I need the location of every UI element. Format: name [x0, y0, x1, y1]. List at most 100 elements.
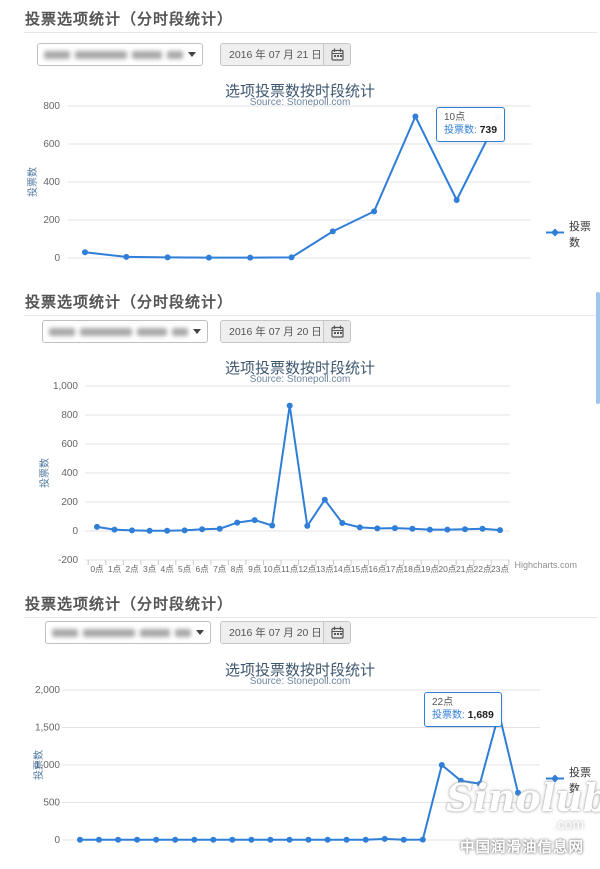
y-axis-label: 400 [61, 468, 78, 479]
date-value: 2016 年 07 月 20 日 [221, 321, 323, 342]
data-point[interactable] [444, 526, 451, 533]
data-point[interactable] [234, 519, 241, 526]
highcharts-credit[interactable]: Highcharts.com [514, 560, 577, 570]
data-point[interactable] [111, 526, 118, 533]
data-point[interactable] [229, 836, 236, 843]
data-point[interactable] [324, 836, 331, 843]
legend[interactable]: 投票数 [546, 764, 600, 796]
data-point[interactable] [248, 836, 255, 843]
data-point[interactable] [164, 254, 171, 261]
data-point[interactable] [391, 525, 398, 532]
calendar-icon[interactable] [323, 44, 350, 65]
data-point[interactable] [339, 520, 346, 526]
poll-option-select[interactable] [37, 43, 203, 66]
data-point[interactable] [412, 113, 419, 120]
data-point[interactable] [426, 526, 433, 533]
data-point[interactable] [288, 254, 295, 261]
y-axis-label: 0 [54, 253, 60, 264]
series-marker-icon [546, 228, 564, 240]
tooltip-series: 投票数: [444, 125, 477, 136]
legend[interactable]: 投票数 [546, 218, 600, 250]
data-point[interactable] [286, 836, 293, 843]
date-picker[interactable]: 2016 年 07 月 20 日 [220, 621, 351, 644]
chevron-down-icon [196, 630, 204, 635]
data-point[interactable] [210, 836, 217, 843]
calendar-icon[interactable] [323, 321, 350, 342]
x-axis-label: 18点 [403, 564, 421, 574]
data-point[interactable] [305, 836, 312, 843]
data-point[interactable] [134, 836, 141, 843]
y-axis-label: 200 [43, 215, 60, 226]
tooltip-header: 22点 [432, 697, 454, 708]
data-point[interactable] [381, 835, 388, 842]
x-axis-label: 12点 [298, 564, 316, 574]
data-point[interactable] [304, 522, 311, 529]
data-point[interactable] [356, 524, 363, 531]
data-point[interactable] [374, 525, 381, 532]
calendar-glyph [330, 626, 344, 639]
data-point[interactable] [515, 789, 521, 796]
data-point[interactable] [205, 254, 212, 261]
data-point[interactable] [199, 526, 206, 533]
tooltip: 10点 投票数: 739 [436, 107, 506, 142]
data-point[interactable] [269, 522, 276, 529]
data-point[interactable] [181, 527, 188, 534]
data-point[interactable] [251, 517, 258, 524]
data-point[interactable] [247, 254, 254, 261]
data-point[interactable] [164, 527, 171, 534]
data-point[interactable] [191, 836, 198, 843]
data-point[interactable] [267, 836, 274, 843]
data-point[interactable] [216, 525, 223, 532]
watermark-tld: .com [553, 816, 584, 832]
tooltip-value: 1,689 [467, 709, 494, 721]
data-point[interactable] [419, 836, 426, 843]
data-point[interactable] [123, 253, 130, 260]
tooltip-value: 739 [479, 124, 498, 136]
scrollbar-thumb[interactable] [596, 292, 600, 404]
data-point[interactable] [343, 836, 350, 843]
x-axis-label: 23点 [491, 564, 509, 574]
x-axis-label: 19点 [421, 564, 439, 574]
data-point[interactable] [96, 836, 102, 843]
data-point[interactable] [438, 762, 445, 768]
data-point[interactable] [286, 402, 293, 409]
y-axis-label: -200 [58, 555, 78, 566]
data-point[interactable] [371, 208, 378, 215]
date-value: 2016 年 07 月 21 日 [221, 44, 323, 65]
section-heading: 投票选项统计（分时段统计） [25, 596, 234, 613]
calendar-icon[interactable] [323, 622, 350, 643]
data-point[interactable] [82, 249, 88, 256]
data-point[interactable] [129, 527, 135, 534]
calendar-glyph [330, 325, 344, 338]
data-point[interactable] [172, 836, 179, 843]
date-picker[interactable]: 2016 年 07 月 20 日 [220, 320, 351, 343]
date-picker[interactable]: 2016 年 07 月 21 日 [220, 43, 351, 66]
y-axis-title: 投票数 [26, 167, 39, 197]
data-point[interactable] [400, 836, 407, 843]
data-point[interactable] [146, 527, 153, 534]
data-point[interactable] [115, 836, 122, 843]
data-point[interactable] [329, 228, 336, 235]
data-point[interactable] [479, 525, 486, 532]
data-point[interactable] [476, 780, 483, 787]
section-divider [24, 315, 597, 316]
data-point[interactable] [453, 197, 460, 203]
data-point[interactable] [153, 836, 160, 843]
data-point[interactable] [362, 836, 369, 843]
data-point[interactable] [409, 525, 416, 532]
poll-option-select[interactable] [42, 320, 208, 343]
x-axis-label: 7点 [213, 564, 227, 574]
data-point[interactable] [462, 526, 468, 533]
chevron-down-icon [188, 52, 196, 57]
data-point[interactable] [497, 527, 503, 534]
series-line [96, 404, 501, 532]
x-axis-label: 9点 [248, 564, 262, 574]
calendar-glyph [330, 48, 344, 61]
data-point[interactable] [457, 777, 464, 784]
data-point[interactable] [77, 836, 83, 843]
poll-option-select[interactable] [45, 621, 211, 644]
data-point[interactable] [321, 496, 328, 503]
data-point[interactable] [94, 523, 100, 530]
watermark-caption: 中国润滑油信息网 [460, 840, 584, 856]
site-watermark: Sinolub .com 中国润滑油信息网 [446, 778, 600, 857]
